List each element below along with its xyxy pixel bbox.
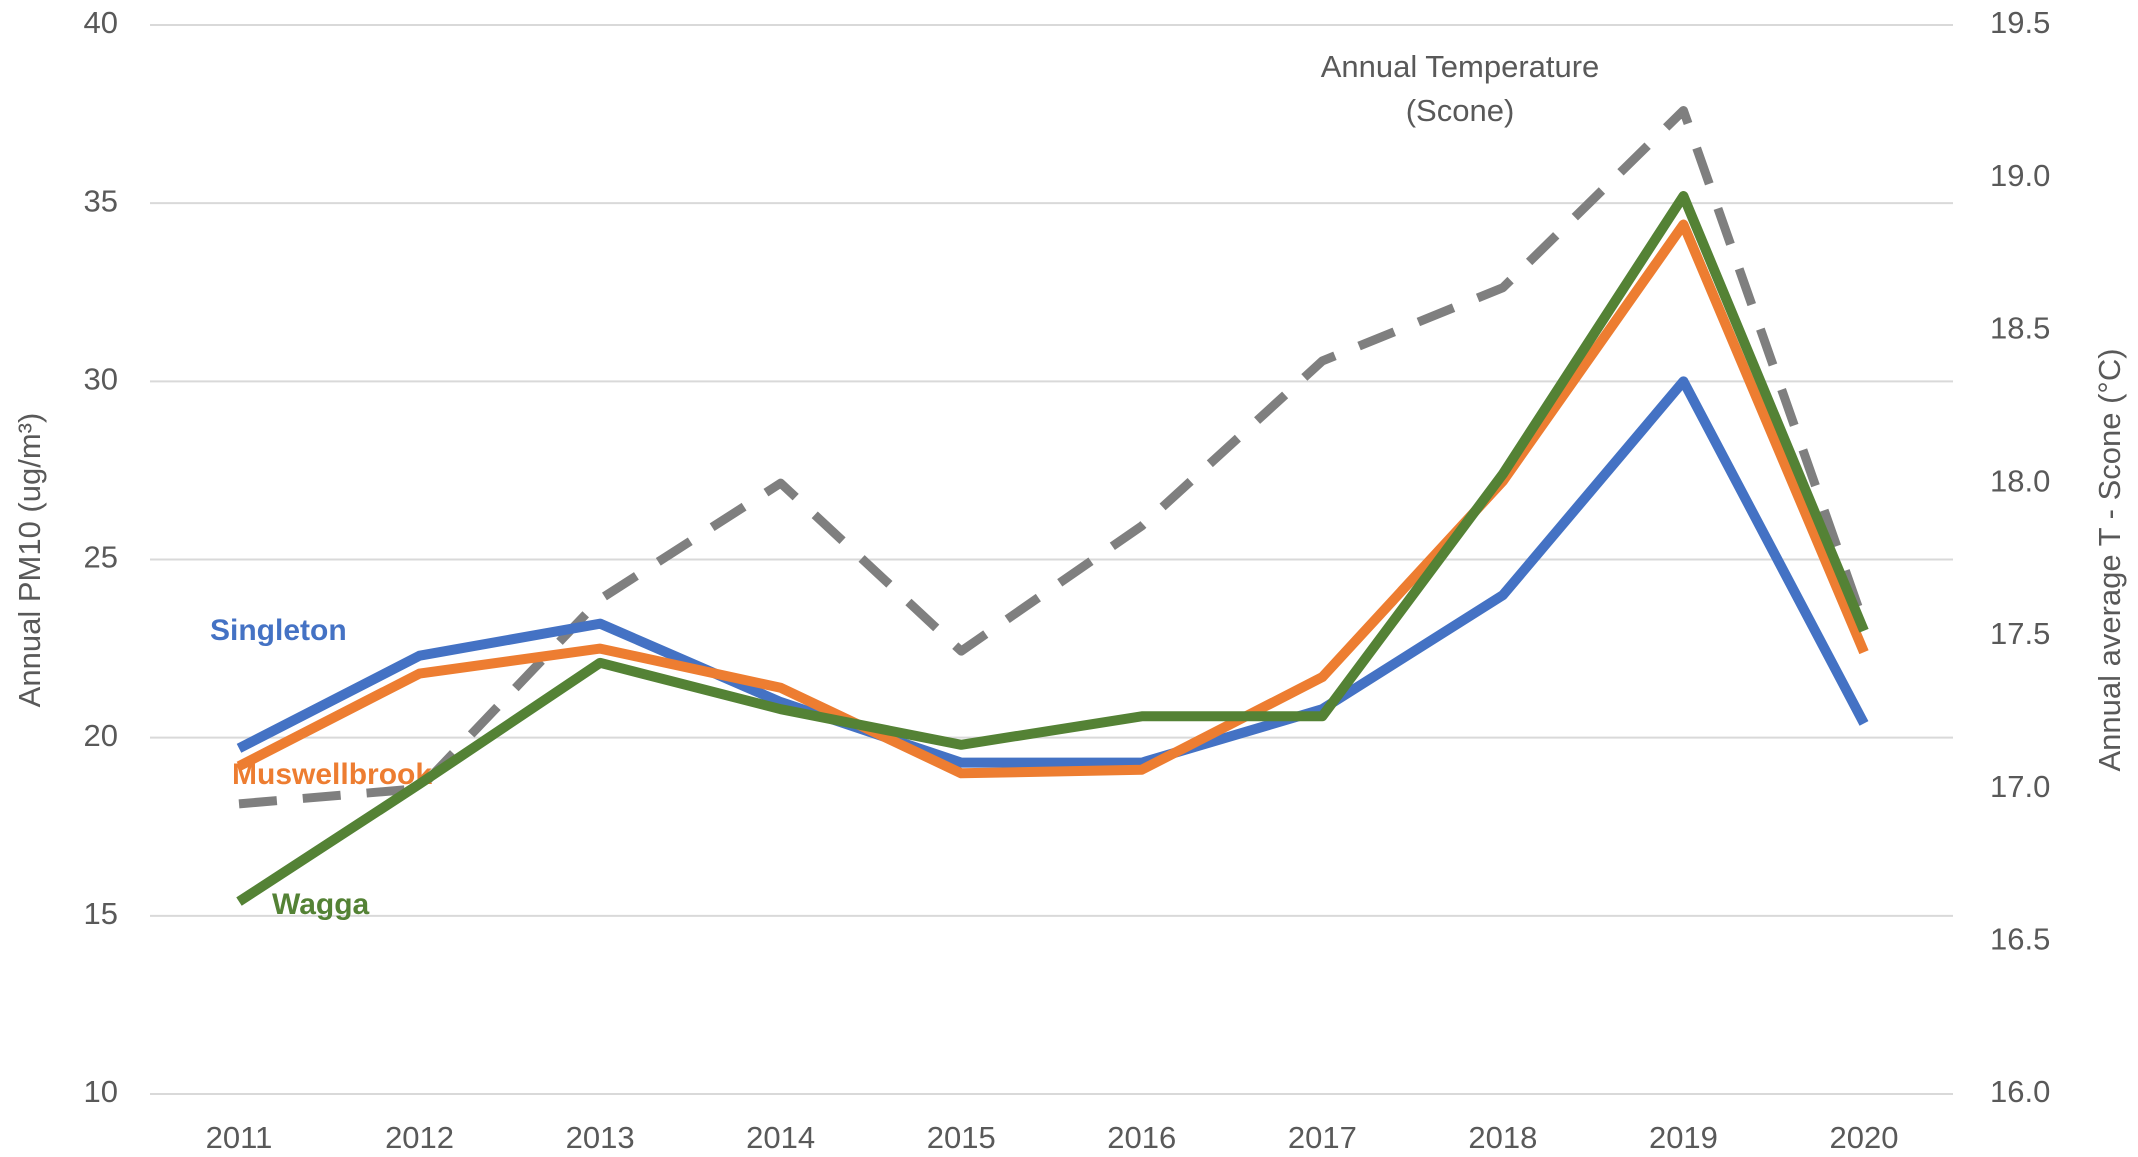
annotation: Annual Temperature (Scone) (1320, 49, 1600, 128)
x-tick-label: 2017 (1288, 1120, 1357, 1155)
y-tick-label: 40 (84, 5, 118, 40)
y-tick-label: 20 (84, 718, 118, 753)
series-label: Singleton (210, 614, 347, 647)
x-tick-label: 2013 (566, 1120, 635, 1155)
y-tick-label: 25 (84, 540, 118, 575)
x-tick-label: 2020 (1830, 1120, 1899, 1155)
y2-tick-label: 17.0 (1990, 769, 2050, 804)
y2-tick-label: 17.5 (1990, 616, 2050, 651)
x-tick-label: 2018 (1468, 1120, 1537, 1155)
x-tick-label: 2014 (746, 1120, 815, 1155)
x-tick-label: 2012 (385, 1120, 454, 1155)
series-label: Muswellbrook (232, 758, 432, 791)
x-tick-label: 2011 (206, 1120, 273, 1155)
x-tick-label: 2019 (1649, 1120, 1718, 1155)
y-tick-label: 35 (84, 183, 118, 218)
y-tick-label: 30 (84, 362, 118, 397)
y-tick-label: 10 (84, 1074, 118, 1109)
series-line (236, 219, 1869, 779)
series-label: Wagga (272, 888, 370, 921)
y-tick-label: 15 (84, 896, 118, 931)
x-tick-label: 2015 (927, 1120, 996, 1155)
y2-tick-label: 19.0 (1990, 158, 2050, 193)
y2-tick-label: 18.5 (1990, 311, 2050, 346)
y2-tick-label: 16.0 (1990, 1074, 2050, 1109)
series-line (236, 191, 1869, 906)
y2-tick-label: 19.5 (1990, 5, 2050, 40)
y2-tick-label: 18.0 (1990, 463, 2050, 498)
x-tick-label: 2016 (1107, 1120, 1176, 1155)
y-axis-label: Annual PM10 (ug/m³) (12, 413, 47, 708)
series-line (236, 376, 1869, 768)
y2-axis-label: Annual average T - Scone (°C) (2092, 348, 2127, 771)
y2-tick-label: 16.5 (1990, 921, 2050, 956)
series-line (238, 106, 1869, 809)
